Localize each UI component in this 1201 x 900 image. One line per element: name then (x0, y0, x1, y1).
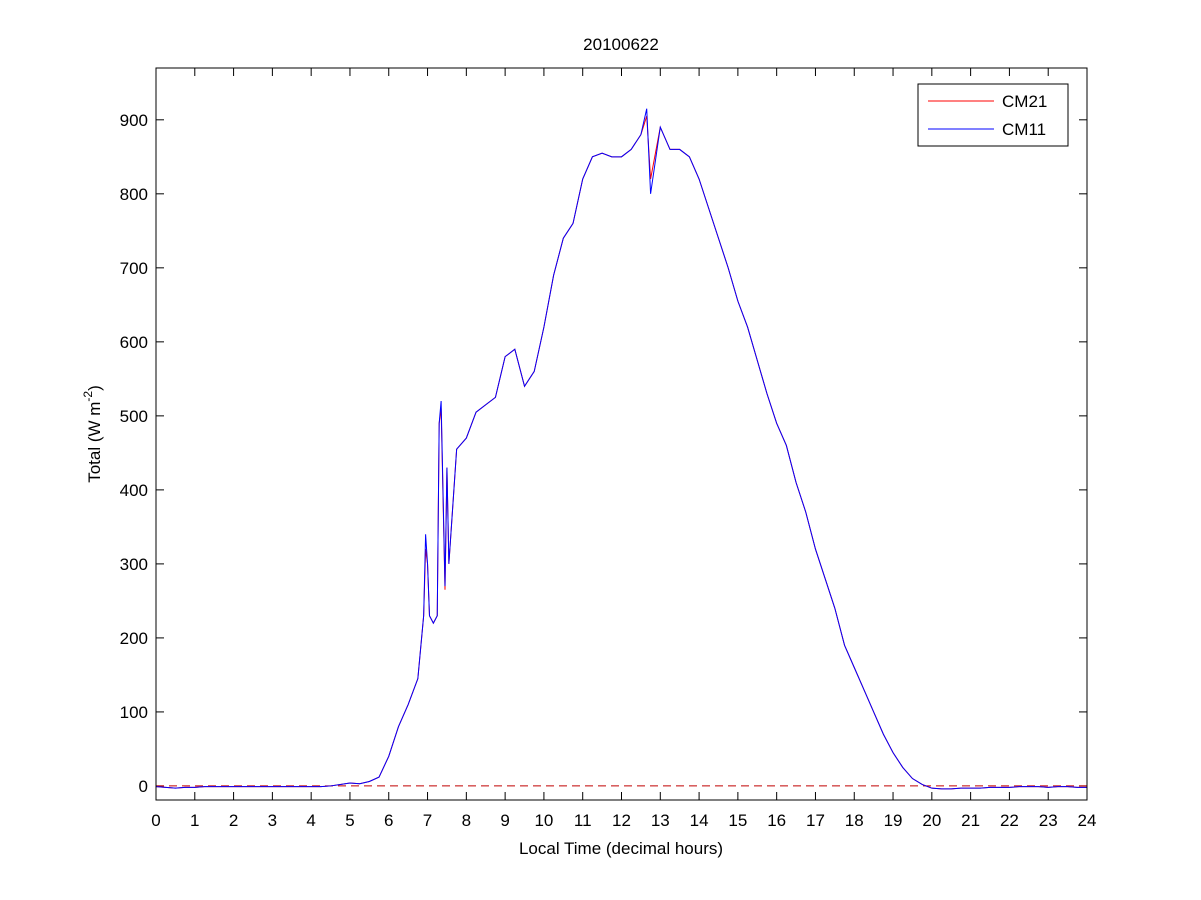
x-tick-label: 12 (612, 811, 631, 830)
x-tick-label: 1 (190, 811, 199, 830)
y-tick-label: 400 (120, 481, 148, 500)
x-tick-label: 21 (961, 811, 980, 830)
y-label-superscript: -2 (81, 391, 95, 402)
x-tick-label: 13 (651, 811, 670, 830)
x-tick-label: 22 (1000, 811, 1019, 830)
y-axis-label: Total (W m-2) (81, 385, 104, 483)
x-tick-label: 8 (462, 811, 471, 830)
series-line (155, 108, 1087, 790)
x-tick-label: 9 (500, 811, 509, 830)
x-tick-label: 5 (345, 811, 354, 830)
x-tick-label: 7 (423, 811, 432, 830)
y-label-suffix: ) (85, 385, 104, 391)
chart-title: 20100622 (583, 35, 659, 54)
x-tick-label: 23 (1039, 811, 1058, 830)
x-axis-label: Local Time (decimal hours) (519, 839, 723, 858)
y-tick-label: 600 (120, 333, 148, 352)
x-tick-label: 14 (690, 811, 709, 830)
x-tick-label: 17 (806, 811, 825, 830)
y-tick-label: 900 (120, 111, 148, 130)
x-tick-label: 19 (884, 811, 903, 830)
y-tick-label: 800 (120, 185, 148, 204)
legend-label: CM21 (1002, 92, 1047, 111)
legend-label: CM11 (1002, 120, 1046, 139)
x-tick-label: 2 (229, 811, 238, 830)
y-tick-label: 200 (120, 629, 148, 648)
y-label-text: Total (W m (85, 402, 104, 483)
x-tick-label: 3 (268, 811, 277, 830)
x-tick-label: 4 (306, 811, 315, 830)
x-tick-label: 10 (534, 811, 553, 830)
x-tick-label: 24 (1078, 811, 1097, 830)
y-tick-label: 700 (120, 259, 148, 278)
plot-frame (155, 67, 1088, 801)
legend-box (917, 83, 1069, 147)
x-tick-label: 6 (384, 811, 393, 830)
x-tick-label: 16 (767, 811, 786, 830)
x-tick-label: 0 (151, 811, 160, 830)
x-tick-label: 20 (922, 811, 941, 830)
y-tick-label: 100 (120, 703, 148, 722)
x-tick-label: 11 (574, 811, 592, 830)
y-tick-label: 300 (120, 555, 148, 574)
x-tick-label: 15 (728, 811, 747, 830)
y-tick-label: 500 (120, 407, 148, 426)
y-tick-label: 0 (139, 777, 148, 796)
x-tick-label: 18 (845, 811, 864, 830)
